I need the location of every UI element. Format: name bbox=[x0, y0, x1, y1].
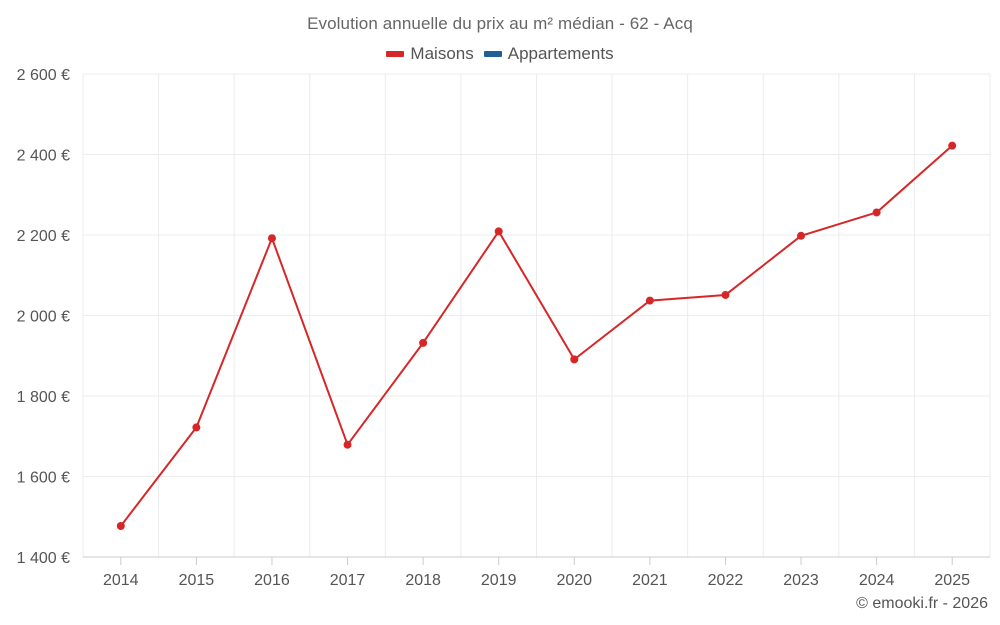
credit-text: © emooki.fr - 2026 bbox=[856, 595, 988, 612]
legend-item-appartements[interactable]: Appartements bbox=[483, 44, 614, 64]
y-tick-label: 1 800 € bbox=[17, 389, 70, 406]
data-point bbox=[192, 423, 201, 432]
x-tick-label: 2021 bbox=[632, 572, 668, 589]
data-point bbox=[494, 227, 503, 236]
x-tick-label: 2019 bbox=[481, 572, 517, 589]
x-tick-label: 2020 bbox=[556, 572, 592, 589]
chart-title: Evolution annuelle du prix au m² médian … bbox=[307, 14, 693, 33]
legend-swatch-appartements bbox=[483, 51, 502, 57]
legend-label-maisons: Maisons bbox=[410, 44, 474, 63]
y-tick-label: 1 600 € bbox=[17, 470, 70, 487]
series-line-maisons bbox=[119, 144, 954, 528]
data-point bbox=[267, 234, 276, 243]
x-tick-label: 2014 bbox=[103, 572, 139, 589]
x-tick-label: 2016 bbox=[254, 572, 290, 589]
x-tick-label: 2024 bbox=[859, 572, 895, 589]
x-tick-label: 2018 bbox=[405, 572, 441, 589]
y-tick-label: 2 600 € bbox=[17, 67, 70, 84]
y-tick-label: 2 400 € bbox=[17, 148, 70, 165]
x-tick-label: 2017 bbox=[330, 572, 366, 589]
data-point bbox=[797, 231, 806, 240]
legend-swatch-maisons bbox=[386, 51, 405, 57]
data-point bbox=[948, 141, 957, 150]
data-point bbox=[645, 296, 654, 305]
data-point bbox=[116, 522, 125, 531]
data-point bbox=[721, 290, 730, 299]
legend-item-maisons[interactable]: Maisons bbox=[386, 44, 474, 64]
y-tick-label: 2 200 € bbox=[17, 228, 70, 245]
chart-legend: Maisons Appartements bbox=[0, 44, 1000, 64]
y-tick-label: 1 400 € bbox=[17, 550, 70, 567]
x-tick-label: 2025 bbox=[934, 572, 970, 589]
data-point bbox=[872, 208, 881, 217]
data-point bbox=[419, 338, 428, 347]
data-point bbox=[343, 440, 352, 449]
data-point bbox=[570, 355, 579, 364]
legend-label-appartements: Appartements bbox=[507, 44, 614, 63]
y-tick-label: 2 000 € bbox=[17, 309, 70, 326]
x-tick-label: 2015 bbox=[179, 572, 215, 589]
x-tick-label: 2022 bbox=[708, 572, 744, 589]
x-tick-label: 2023 bbox=[783, 572, 819, 589]
